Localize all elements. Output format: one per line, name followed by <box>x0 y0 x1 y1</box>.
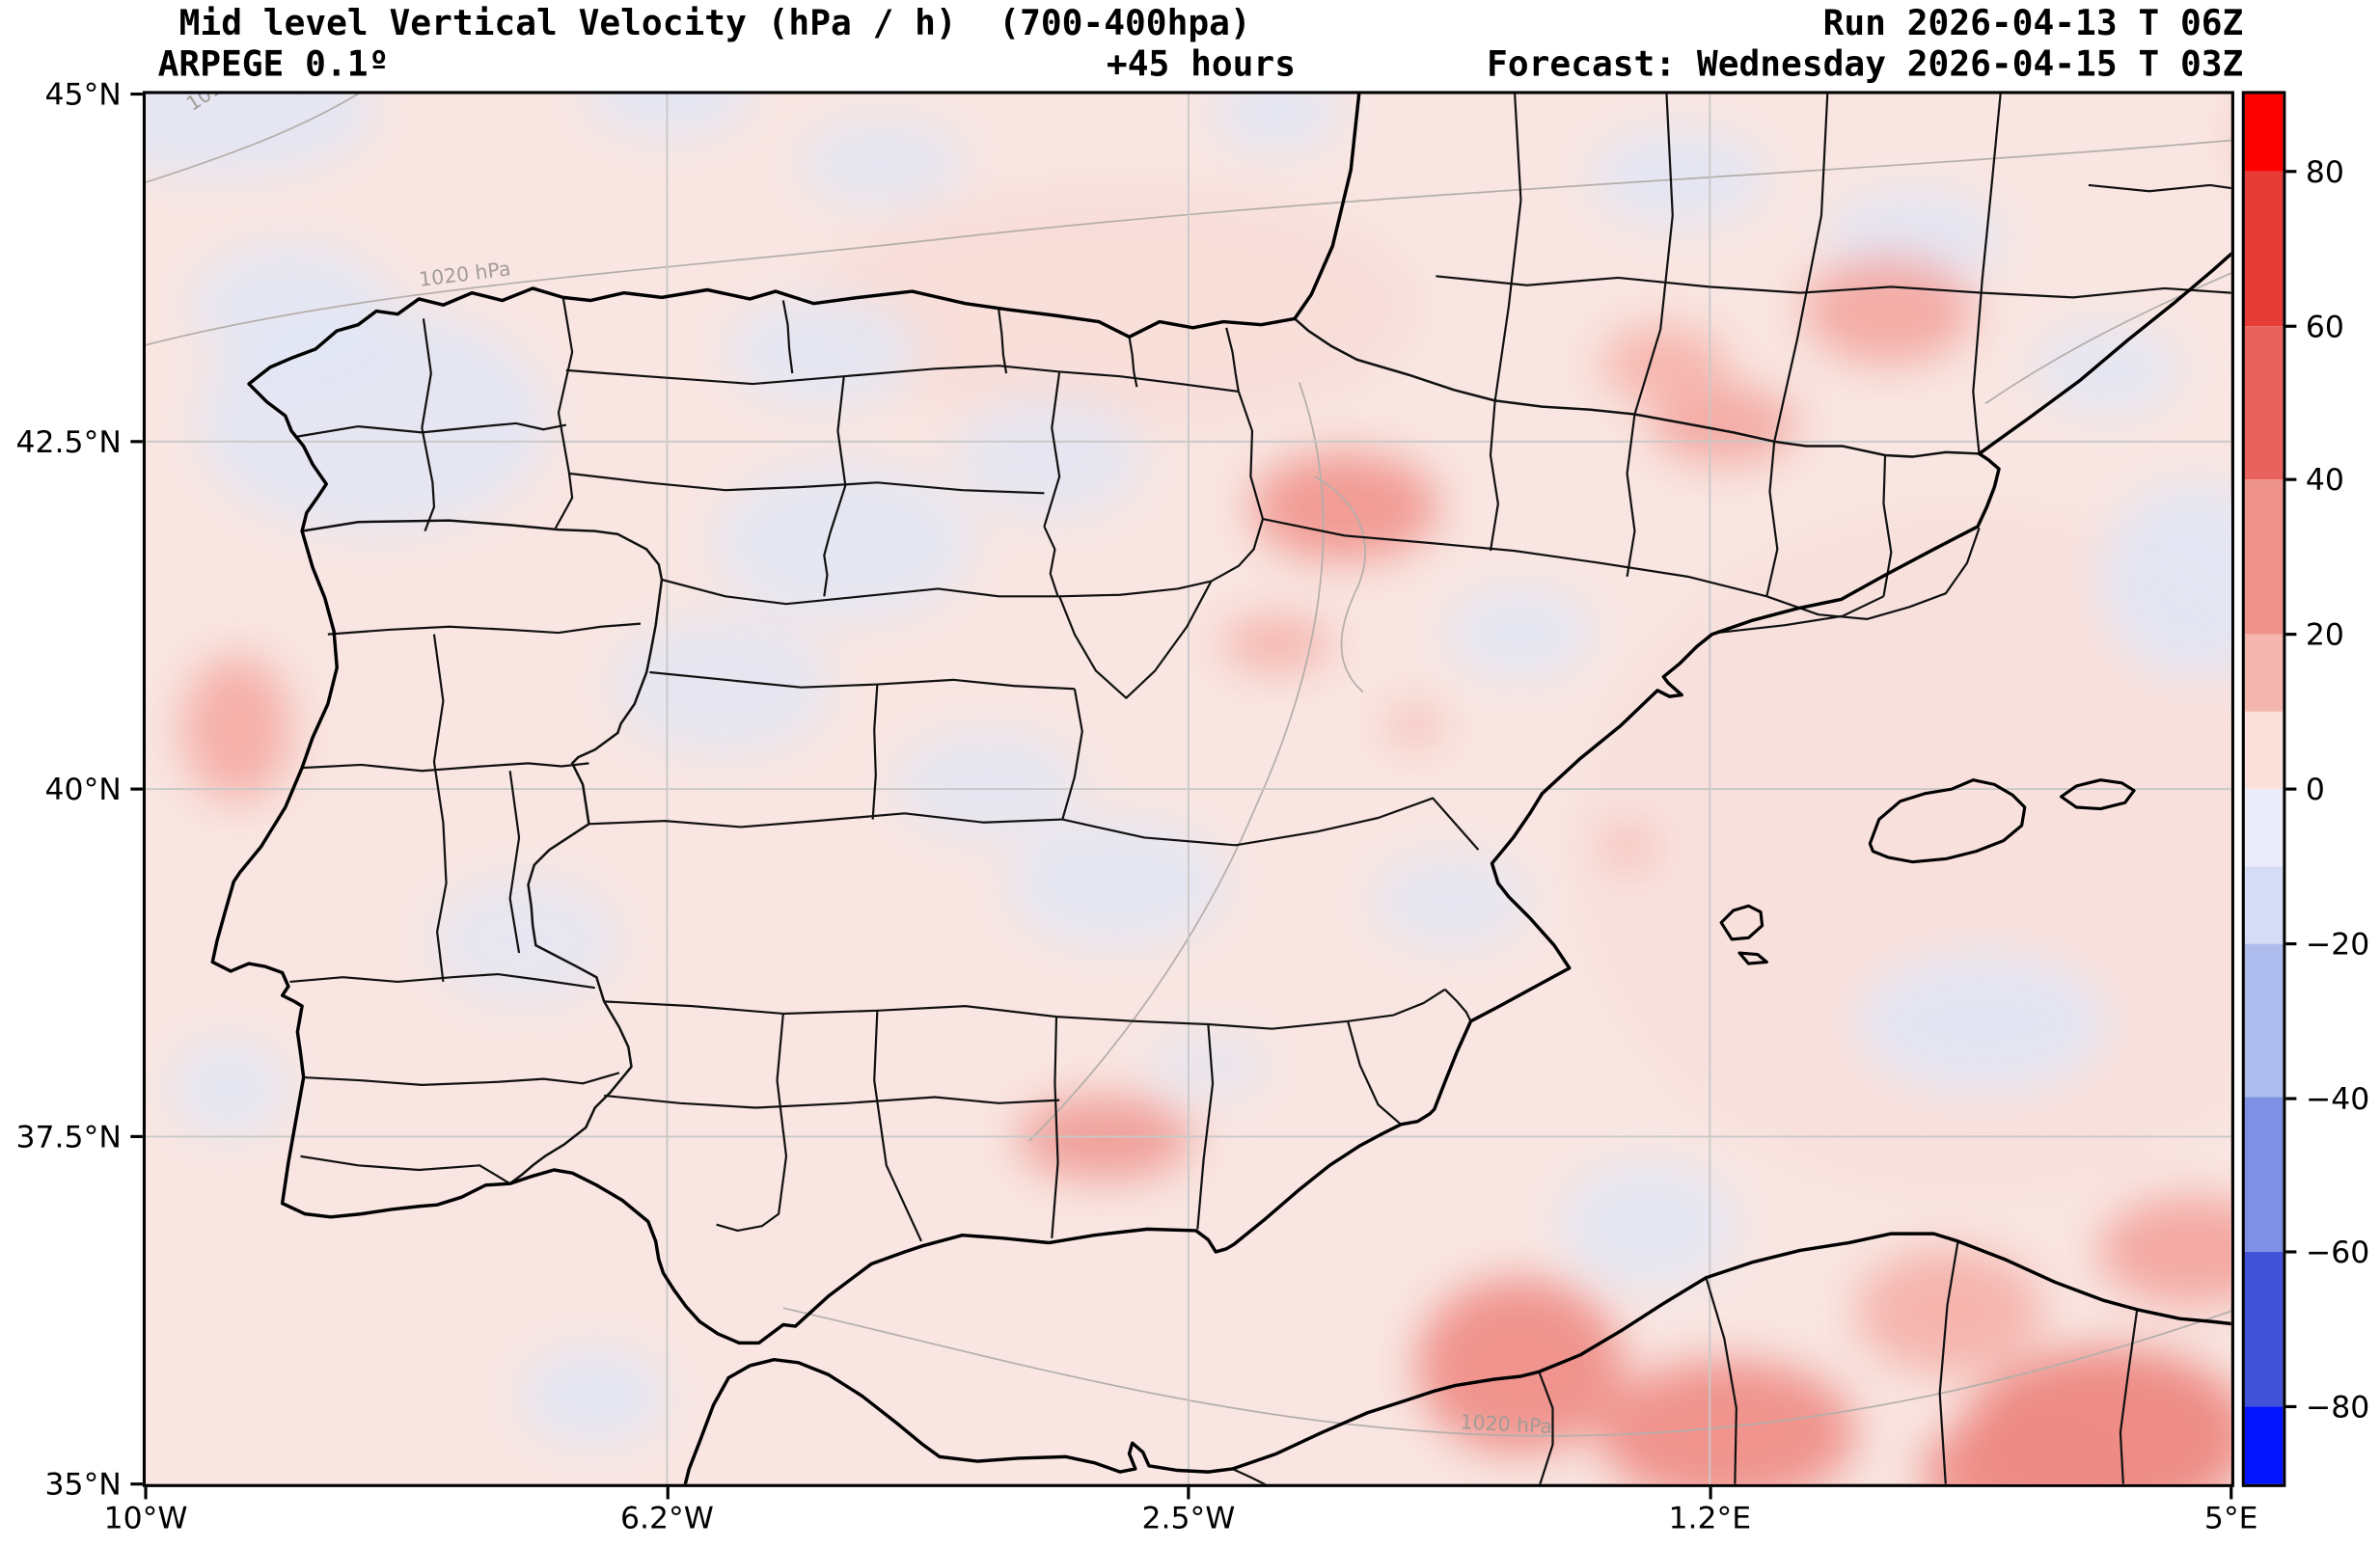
chart-title: Mid level Vertical Velocity (hPa / h) (7… <box>178 4 1251 44</box>
y-tick-label: 37.5°N <box>15 1118 122 1155</box>
model-label: ARPEGE 0.1º <box>157 45 390 86</box>
colorbar-tick-mark <box>2285 170 2297 174</box>
colorbar-segment <box>2244 171 2284 326</box>
graticule <box>146 94 2231 1484</box>
colorbar-segment <box>2244 711 2284 789</box>
colorbar-ticks: 80 60 40 20 0 −20 −40 −60 −80 <box>2285 95 2380 1484</box>
y-axis: 45°N 42.5°N 40°N 37.5°N 35°N <box>0 76 130 1503</box>
x-tick-label: 1.2°E <box>1668 1499 1752 1536</box>
coastline <box>210 94 2231 1484</box>
colorbar-tick-label: −20 <box>2305 925 2370 963</box>
field-shading <box>146 94 2231 1484</box>
colorbar-tick-label: 20 <box>2305 616 2344 653</box>
x-tick-label: 10°W <box>103 1499 188 1536</box>
colorbar-segment <box>2244 1098 2284 1253</box>
colorbar-tick-label: 40 <box>2305 461 2344 499</box>
colorbar-tick-mark <box>2285 478 2297 482</box>
colorbar-tick-label: −40 <box>2305 1079 2370 1117</box>
colorbar-tick-label: 60 <box>2305 307 2344 344</box>
run-label: Run 2026-04-13 T 06Z <box>1822 4 2244 44</box>
colorbar-tick-mark <box>2285 1096 2297 1100</box>
colorbar-tick-label: 80 <box>2305 152 2344 190</box>
colorbar-tick-label: −60 <box>2305 1234 2370 1271</box>
colorbar-segment <box>2244 788 2284 867</box>
colorbar-tick-mark <box>2285 787 2297 791</box>
colorbar-tick-mark <box>2285 941 2297 945</box>
map-canvas: 1010 1020 hPa 1020 hPa <box>146 94 2231 1484</box>
colorbar-segment <box>2244 94 2284 172</box>
x-tick-mark <box>2230 1486 2233 1500</box>
colorbar-segment <box>2244 1252 2284 1407</box>
forecast-label: Forecast: Wednesday 2026-04-15 T 03Z <box>1487 45 2244 86</box>
y-tick-mark <box>130 787 143 791</box>
colorbar-body <box>2244 94 2284 1484</box>
islands <box>1719 778 2136 965</box>
map-plot: 1010 1020 hPa 1020 hPa <box>130 91 2234 1500</box>
y-tick-mark <box>130 1134 143 1138</box>
colorbar-segment <box>2244 866 2284 944</box>
colorbar-segment <box>2244 943 2284 1099</box>
colorbar-tick-mark <box>2285 633 2297 637</box>
x-tick-label: 5°E <box>2203 1499 2258 1536</box>
map-svg <box>146 94 2231 1484</box>
x-tick-label: 6.2°W <box>620 1499 714 1536</box>
colorbar-segment <box>2244 325 2284 480</box>
x-tick-mark <box>144 1486 148 1500</box>
y-tick-mark <box>130 440 143 444</box>
colorbar-tick-mark <box>2285 324 2297 328</box>
isobar-label-1020-bottom: 1020 hPa <box>1459 1411 1553 1440</box>
x-tick-mark <box>1187 1486 1190 1500</box>
province-borders <box>289 94 2231 1242</box>
pressure-contours <box>146 94 2231 1437</box>
colorbar-tick-label: −80 <box>2305 1388 2370 1426</box>
y-tick-mark <box>130 92 143 96</box>
colorbar-tick-mark <box>2285 1405 2297 1409</box>
colorbar-tick-label: 0 <box>2305 771 2325 807</box>
colorbar-segment <box>2244 634 2284 712</box>
country-border <box>301 317 1980 1185</box>
y-tick-label: 35°N <box>44 1465 122 1503</box>
colorbar-tick-mark <box>2285 1250 2297 1255</box>
x-tick-mark <box>1708 1486 1711 1500</box>
y-tick-mark <box>130 1482 143 1486</box>
africa-borders <box>1232 1240 2139 1484</box>
y-tick-label: 45°N <box>44 75 122 113</box>
colorbar-segment <box>2244 1406 2284 1484</box>
lead-time-label: +45 hours <box>1106 45 1297 86</box>
y-tick-label: 42.5°N <box>15 422 122 460</box>
y-tick-label: 40°N <box>44 771 122 807</box>
colorbar <box>2241 91 2286 1487</box>
x-axis: 10°W 6.2°W 2.5°W 1.2°E 5°E <box>104 1490 2258 1536</box>
x-tick-label: 2.5°W <box>1141 1499 1236 1536</box>
colorbar-segment <box>2244 479 2284 635</box>
x-tick-mark <box>665 1486 670 1500</box>
